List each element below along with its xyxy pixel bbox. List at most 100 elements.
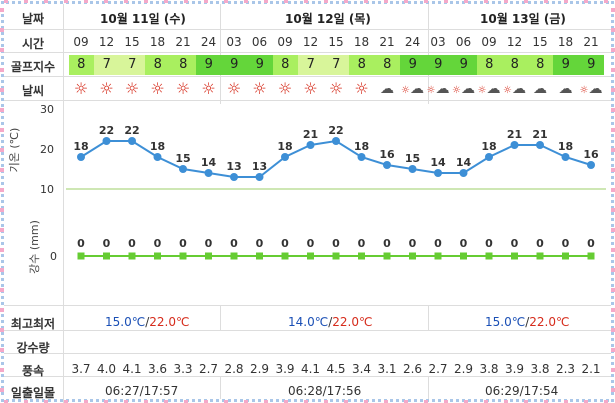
golf-index-cell: 9	[451, 55, 477, 75]
golf-index-cell: 9	[425, 55, 451, 75]
border-ornament	[444, 0, 448, 3]
border-ornament	[0, 88, 4, 92]
border-ornament	[484, 400, 488, 403]
wind-cell: 2.3	[555, 362, 576, 376]
border-ornament	[0, 268, 4, 272]
border-ornament	[611, 68, 615, 72]
temp-value-label: 16	[583, 148, 599, 161]
grid-vline	[428, 4, 429, 104]
border-ornament	[0, 8, 4, 12]
minmax-day3: 15.0℃/22.0℃	[485, 315, 570, 329]
sun-icon: ☼	[124, 79, 140, 98]
grid-vline	[220, 305, 221, 330]
max-temp-day3: 22.0℃	[529, 315, 570, 329]
temp-point	[561, 153, 570, 161]
border-ornament	[0, 328, 4, 332]
border-ornament	[324, 0, 328, 3]
hour-cell: 18	[149, 35, 166, 49]
rain-point	[562, 252, 569, 260]
rain-tick-label: 0	[50, 250, 57, 263]
temp-value-label: 22	[99, 124, 114, 137]
label-golf-index: 골프지수	[10, 60, 56, 74]
rain-value-label: 0	[562, 237, 570, 250]
rain-value-label: 0	[587, 237, 595, 250]
rain-value-label: 0	[205, 237, 213, 250]
border-ornament	[0, 228, 4, 232]
rain-point	[460, 252, 467, 260]
rain-value-label: 0	[383, 237, 391, 250]
temp-point	[434, 169, 442, 177]
border-ornament	[611, 48, 615, 52]
rain-point	[256, 252, 263, 260]
temp-point	[587, 161, 595, 169]
border-ornament	[504, 400, 508, 403]
border-ornament	[164, 400, 168, 403]
hour-cell: 03	[226, 35, 242, 49]
hour-cell: 21	[379, 35, 395, 49]
border-ornament	[284, 400, 288, 403]
temp-value-label: 14	[201, 156, 217, 169]
hour-cell: 18	[353, 35, 370, 49]
temp-point	[306, 141, 315, 149]
rain-value-label: 0	[536, 237, 544, 250]
golf-index-cell: 8	[145, 55, 171, 75]
wind-cell: 2.9	[453, 362, 474, 376]
temp-point	[102, 137, 111, 145]
hour-cell: 21	[583, 35, 599, 49]
rain-point	[154, 252, 161, 260]
border-ornament	[611, 368, 615, 372]
border-ornament	[44, 400, 48, 403]
border-ornament	[244, 0, 248, 3]
hour-cell: 21	[175, 35, 191, 49]
border-ornament	[304, 400, 308, 403]
rain-point	[103, 252, 110, 260]
border-ornament	[544, 0, 548, 3]
border-ornament	[0, 368, 4, 372]
border-ornament	[611, 308, 615, 312]
sun-icon: ☼	[201, 79, 216, 98]
sun-icon: ☼	[226, 79, 242, 98]
cloud-sun-icon: ☼☁	[503, 81, 526, 97]
temp-point	[281, 153, 289, 161]
golf-index-cell: 8	[476, 55, 502, 75]
rain-value-label: 0	[460, 237, 468, 250]
temp-value-label: 18	[73, 140, 88, 153]
label-rainfall: 강수량	[16, 341, 50, 355]
temp-point	[536, 141, 544, 149]
temp-value-label: 22	[328, 124, 343, 137]
golf-index-cell: 9	[553, 55, 579, 75]
rain-value-label: 0	[128, 237, 136, 250]
temp-point	[153, 153, 162, 161]
border-ornament	[24, 400, 28, 403]
hour-cell: 15	[532, 35, 548, 49]
border-ornament	[84, 0, 88, 3]
temp-point	[255, 173, 264, 181]
rain-value-label: 0	[511, 237, 519, 250]
cloud-sun-icon: ☼☁	[426, 81, 450, 97]
border-ornament	[0, 168, 4, 172]
temp-value-label: 21	[303, 128, 318, 141]
minmax-day1: 15.0℃/22.0℃	[105, 315, 190, 329]
label-weather: 날씨	[21, 84, 45, 98]
hour-cell: 24	[200, 35, 217, 49]
border-ornament	[524, 0, 528, 3]
rain-point	[358, 252, 365, 260]
golf-index-cell: 8	[527, 55, 553, 75]
temp-value-label: 18	[558, 140, 573, 153]
border-ornament	[24, 0, 28, 3]
border-ornament	[284, 0, 288, 3]
sun-icon: ☼	[303, 79, 318, 98]
wind-cell: 3.8	[530, 362, 550, 376]
border-ornament	[564, 0, 568, 3]
wind-cell: 4.5	[326, 362, 346, 376]
temp-value-label: 13	[226, 160, 241, 173]
label-wind: 풍속	[21, 364, 45, 378]
border-ornament	[611, 168, 615, 172]
border-ornament	[424, 400, 428, 403]
grid-hline	[4, 100, 611, 101]
border-ornament	[611, 228, 615, 232]
temp-point	[510, 141, 519, 149]
temp-point	[128, 137, 136, 145]
temp-value-label: 13	[252, 160, 267, 173]
sun-icon: ☼	[328, 79, 344, 98]
